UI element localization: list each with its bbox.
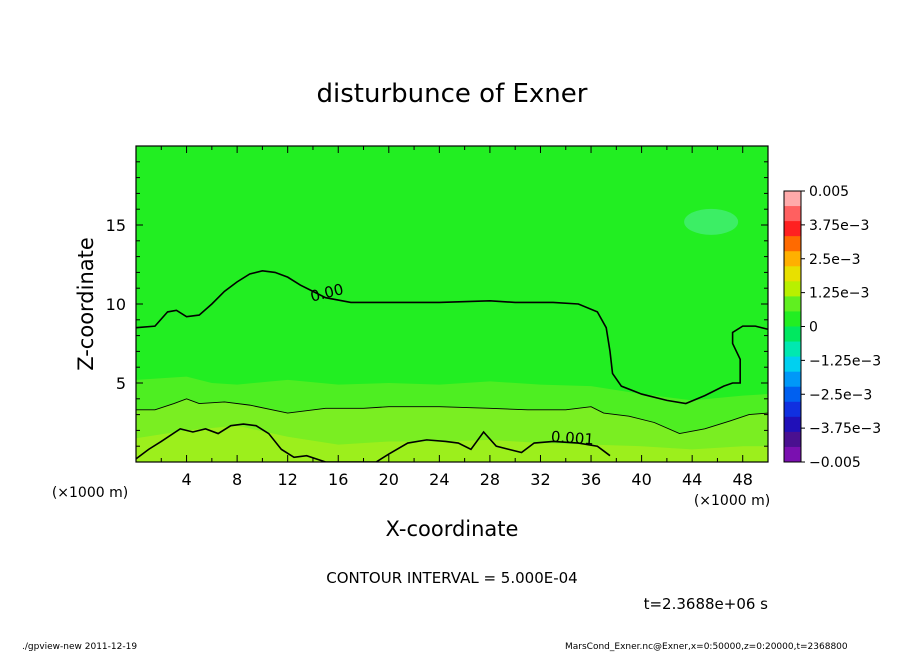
x-tick-label: 32 [530,470,550,489]
y-unit-label: (×1000 m) [52,485,128,501]
colorbar-swatch [784,356,801,373]
colorbar-swatch [784,191,801,207]
colorbar-swatch [784,341,801,358]
colorbar-swatch [784,266,801,282]
x-tick-label: 24 [429,470,449,489]
x-tick-label: 40 [631,470,651,489]
x-tick-label: 44 [682,470,702,489]
colorbar-label: 1.25e−3 [809,286,869,302]
time-text: t=2.3688e+06 s [644,595,769,613]
colorbar-label: 3.75e−3 [809,218,869,234]
field-upper-patch [684,208,739,235]
x-axis-label: X-coordinate [386,517,519,541]
colorbar-labels: 0.005 3.75e−3 2.5e−3 1.25e−3 0 −1.25e−3 −2.5e−… [801,184,881,471]
colorbar-swatch [784,251,801,267]
y-tick-label: 15 [106,216,126,235]
colorbar-label: 0.005 [809,184,849,200]
x-tick-label: 8 [232,470,242,489]
y-axis-ticks: 5 10 15 [106,161,768,447]
contour-lines [136,270,768,462]
contour-line-0 [136,270,768,405]
colorbar-swatch [784,446,801,463]
colorbar-label: −2.5e−3 [809,387,872,403]
colorbar-label: −0.005 [809,455,861,471]
x-tick-label: 16 [328,470,348,489]
y-tick-label: 5 [116,374,126,393]
x-tick-label: 36 [581,470,601,489]
x-unit-label: (×1000 m) [694,493,770,509]
colorbar-label: 0 [809,320,818,336]
colorbar [783,190,802,463]
x-axis-ticks: 4 8 12 16 20 24 28 32 36 40 44 48 [160,146,753,489]
x-tick-label: 28 [480,470,500,489]
contour-interval-text: CONTOUR INTERVAL = 5.000E-04 [326,569,577,587]
contour-label-2: 0.001 [550,428,594,449]
footer-left-text: ./gpview-new 2011-12-19 [22,642,138,652]
colorbar-swatch [784,431,801,448]
colorbar-label: 2.5e−3 [809,252,861,268]
colorbar-swatch [784,311,801,327]
colorbar-swatch [784,326,801,343]
x-tick-label: 48 [733,470,753,489]
plot-area [136,146,768,462]
colorbar-swatch [784,386,801,403]
x-tick-label: 20 [379,470,399,489]
colorbar-swatch [784,416,801,433]
colorbar-swatch [784,401,801,418]
colorbar-label: −3.75e−3 [809,421,881,437]
colorbar-swatch [784,371,801,388]
colorbar-swatch [784,236,801,252]
colorbar-swatch [784,221,801,237]
colorbar-label: −1.25e−3 [809,353,881,369]
colorbar-swatch [784,296,801,312]
field-bands [136,208,768,462]
y-tick-label: 10 [106,295,126,314]
contour-line-2 [136,423,611,462]
field-band-bottom [136,425,768,462]
colorbar-swatch [784,206,801,222]
x-tick-label: 12 [278,470,298,489]
footer-right-text: MarsCond_Exner.nc@Exner,x=0:50000,z=0:20… [565,642,848,652]
y-axis-label: Z-coordinate [74,237,98,371]
contour-line-1 [136,398,768,435]
colorbar-swatch [784,281,801,297]
x-tick-label: 4 [181,470,191,489]
chart-title: disturbunce of Exner [317,79,588,109]
